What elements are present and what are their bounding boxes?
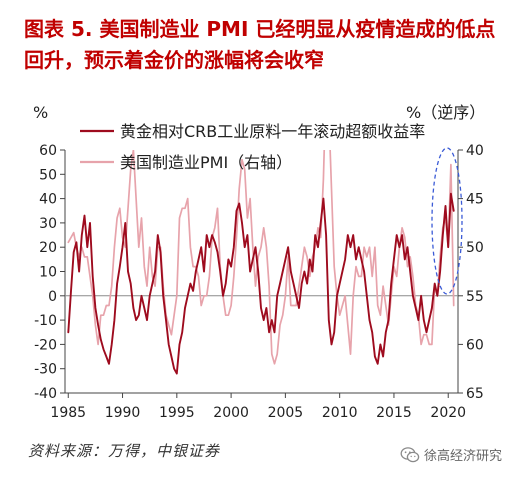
axes: 6050403020100-10-20-30-40404550556065198… [34,143,484,421]
watermark-text: 徐高经济研究 [424,449,503,464]
y-tick-label: 10 [39,265,57,281]
y-tick-label: 60 [39,143,57,159]
x-tick-label: 1990 [105,405,141,421]
y-tick-label: 20 [39,240,57,256]
x-tick-label: 1985 [50,405,86,421]
y2-axis-label: %（逆序） [406,103,485,122]
y2-tick-label: 40 [466,143,484,159]
y-tick-label: -30 [34,362,57,378]
y-tick-label: -20 [34,337,57,353]
x-tick-label: 2020 [430,405,466,421]
chart-title-line-1: 图表 5. 美国制造业 PMI 已经明显从疫情造成的低点 [24,17,496,41]
y2-tick-label: 45 [466,192,484,208]
y-tick-label: 30 [39,216,57,232]
watermark: 徐高经济研究 [400,445,502,464]
y-tick-label: 0 [48,289,57,305]
legend: 黄金相对CRB工业原料一年滚动超额收益率 美国制造业PMI（右轴） [80,122,425,172]
x-tick-label: 2005 [268,405,304,421]
legend-label-gold-excess-return: 黄金相对CRB工业原料一年滚动超额收益率 [120,122,425,141]
legend-label-us-pmi: 美国制造业PMI（右轴） [120,153,292,172]
y-tick-label: 50 [39,167,57,183]
x-tick-label: 2010 [322,405,358,421]
y2-tick-label: 60 [466,337,484,353]
y2-tick-label: 65 [466,386,484,402]
source-note: 资料来源：万得，中银证券 [28,442,221,460]
chart-title-line-2: 回升，预示着金价的涨幅将会收窄 [24,48,324,72]
x-tick-label: 2015 [376,405,412,421]
y-tick-label: -10 [34,313,57,329]
y-axis-label: % [33,103,48,122]
y-tick-label: -40 [34,386,57,402]
y-tick-label: 40 [39,192,57,208]
x-tick-label: 2000 [213,405,249,421]
y2-tick-label: 50 [466,240,484,256]
highlight-ellipse [431,147,463,295]
x-tick-label: 1995 [159,405,195,421]
series-line-gold-excess-return [67,192,455,375]
series-group [67,150,455,375]
wechat-icon [400,446,420,464]
y2-tick-label: 55 [466,289,484,305]
chart-title: 图表 5. 美国制造业 PMI 已经明显从疫情造成的低点 回升，预示着金价的涨幅… [24,14,495,76]
